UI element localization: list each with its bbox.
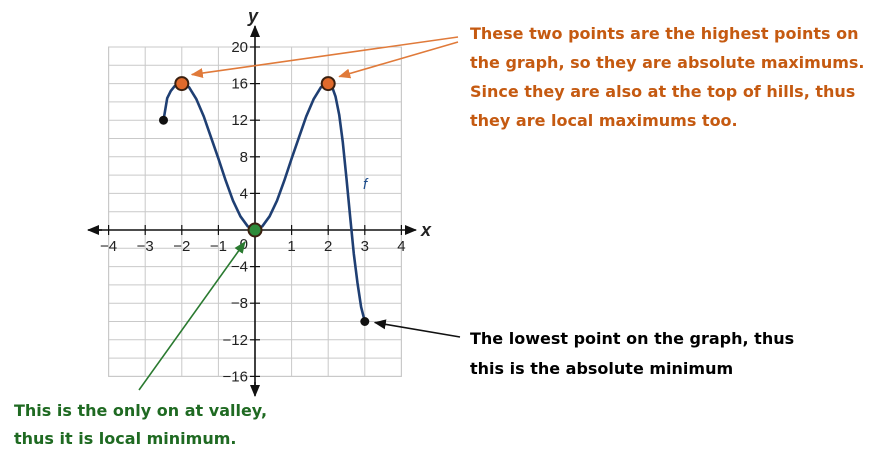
x-tick-label: 3 <box>361 238 369 255</box>
annotation-line: they are local maximums too. <box>470 111 738 130</box>
x-tick-label: −2 <box>173 238 190 255</box>
y-tick-label: 8 <box>240 149 248 166</box>
point-endpoint <box>159 115 168 125</box>
annotation-line: Since they are also at the top of hills,… <box>470 82 856 101</box>
y-tick-label: 16 <box>231 76 248 93</box>
y-tick-label: −12 <box>223 332 248 349</box>
series-line-f <box>162 82 367 323</box>
x-tick-label: 2 <box>324 238 332 255</box>
annotation-line: This is the only on at valley, <box>14 401 268 420</box>
x-tick-label: −1 <box>210 238 227 255</box>
x-axis-title: x <box>420 220 432 240</box>
pointer-arrow-max-left <box>190 36 459 79</box>
point-absolute-maximum <box>174 76 190 92</box>
pointer-arrow-abs-min <box>373 319 461 338</box>
annotation-absolute-maximum: These two points are the highest points … <box>470 19 880 135</box>
annotation-local-minimum: This is the only on at valley, thus it i… <box>14 397 314 453</box>
marked-points <box>159 76 370 326</box>
y-tick-label: −8 <box>231 295 248 312</box>
y-tick-label: 4 <box>240 185 248 202</box>
annotation-arrows <box>138 36 461 391</box>
point-local-minimum <box>247 222 263 238</box>
annotation-line: the graph, so they are absolute maximums… <box>470 53 865 72</box>
x-tick-label: 4 <box>397 238 405 255</box>
annotation-line: These two points are the highest points … <box>470 24 859 43</box>
x-tick-label: −3 <box>137 238 154 255</box>
annotation-line: The lowest point on the graph, thus <box>470 329 795 348</box>
annotation-line: this is the absolute minimum <box>470 359 734 378</box>
curve: f <box>162 82 369 323</box>
pointer-arrow-max-right <box>338 41 459 79</box>
y-axis-title: y <box>247 6 259 26</box>
series-label: f <box>363 176 369 193</box>
y-tick-label: −4 <box>231 259 248 276</box>
pointer-arrow-local-min <box>138 241 246 391</box>
y-tick-label: 12 <box>231 112 248 129</box>
point-absolute-minimum <box>360 317 370 326</box>
annotation-absolute-minimum: The lowest point on the graph, thus this… <box>470 324 870 384</box>
annotation-line: thus it is local minimum. <box>14 429 237 448</box>
x-tick-label: −4 <box>100 238 117 255</box>
y-tick-label: 20 <box>231 39 248 56</box>
x-tick-label: 1 <box>287 238 295 255</box>
y-tick-label: −16 <box>223 368 248 385</box>
point-absolute-maximum <box>320 76 336 92</box>
